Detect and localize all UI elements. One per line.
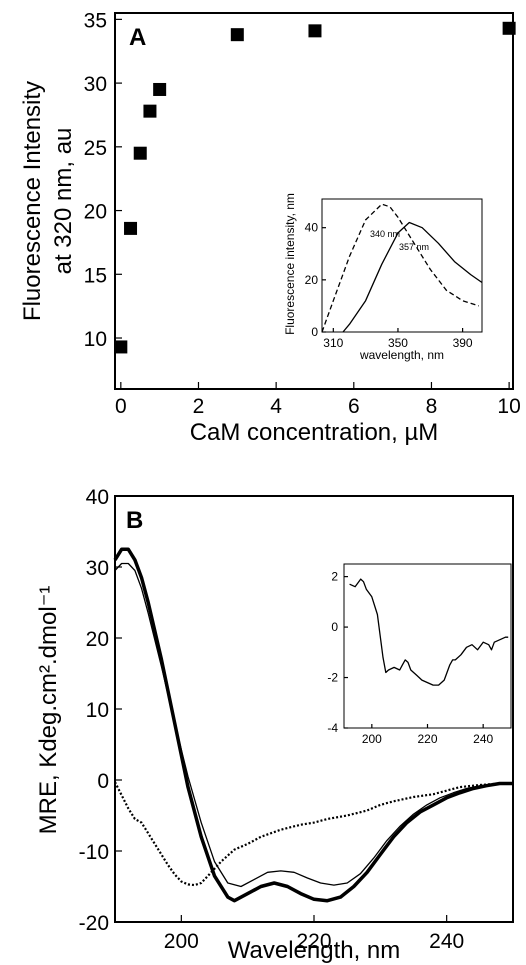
panel-b-inset-lines — [349, 578, 509, 686]
panel-a-inset-annotation-357: 357 nm — [399, 242, 429, 252]
panel-a-y-axis-title-line1: Fluorescence Intensity — [19, 81, 46, 321]
panel-a-data-point — [502, 21, 516, 35]
panel-a-inset-ticks: 310 350 390 0 20 40 — [305, 221, 473, 350]
panel-b-y-tick-label: 40 — [86, 486, 109, 509]
panel-a-plot-frame — [114, 12, 514, 390]
panel-b-inset-ticks: 200 220 240 2 0 -2 -4 — [327, 570, 493, 746]
panel-a-y-tick-label: 15 — [84, 264, 107, 287]
panel-a-x-tick-label: 4 — [270, 395, 282, 418]
panel-a-x-tick-label: 10 — [497, 395, 520, 418]
panel-b-inset-x-tick-label: 220 — [417, 732, 437, 746]
panel-a-inset-lines — [321, 203, 483, 333]
panel-b: B MRE, Kdeg.cm².dmol⁻¹ Wavelength, nm 20… — [35, 486, 514, 964]
panel-a-y-tick-label: 10 — [84, 328, 107, 351]
panel-b-inset-y-tick-label: 0 — [331, 620, 338, 634]
panel-a-inset-curve-solid — [342, 221, 483, 333]
panel-a-inset-y-axis-title: Fluorescence intensity, nm — [283, 193, 297, 335]
panel-a-data-point — [114, 340, 128, 354]
panel-a-data-point — [230, 28, 244, 42]
panel-a-inset-y-tick-label: 20 — [305, 273, 319, 287]
panel-b-curve-thin — [114, 562, 514, 888]
panel-a-y-tick-label: 35 — [84, 9, 107, 32]
panel-a-data-point — [143, 104, 157, 118]
panel-b-lines — [113, 547, 514, 903]
panel-a-y-axis-title-line2: at 320 nm, au — [50, 128, 77, 275]
panel-b-y-axis-title: MRE, Kdeg.cm².dmol⁻¹ — [35, 586, 62, 835]
panel-b-inset-x-tick-label: 240 — [473, 732, 493, 746]
panel-b-y-tick-label: 30 — [86, 557, 109, 580]
panel-b-inset-y-tick-label: 2 — [331, 570, 338, 584]
panel-a-x-tick-label: 2 — [193, 395, 205, 418]
panel-a-x-axis-title: CaM concentration, µM — [190, 419, 439, 446]
panel-a-data-point — [133, 146, 147, 160]
panel-a-x-tick-label: 8 — [426, 395, 438, 418]
panel-a-inset-x-axis-title: wavelength, nm — [359, 348, 444, 362]
panel-a-x-tick-label: 6 — [348, 395, 360, 418]
panel-b-inset-y-tick-label: -4 — [327, 721, 338, 735]
panel-a-data-point — [308, 24, 322, 38]
panel-a-data-point — [153, 82, 167, 96]
panel-a-inset-curve-dashed — [321, 203, 479, 333]
panel-b-inset: 200 220 240 2 0 -2 -4 — [327, 563, 512, 746]
panel-b-letter: B — [126, 507, 143, 534]
panel-a-y-tick-label: 30 — [84, 73, 107, 96]
panel-b-inset-y-tick-label: -2 — [327, 671, 338, 685]
panel-a-inset: Fluorescence intensity, nm wavelength, n… — [283, 193, 483, 362]
panel-a-y-tick-label: 20 — [84, 201, 107, 224]
panel-a-y-tick-label: 25 — [84, 137, 107, 160]
panel-b-y-tick-label: -10 — [79, 841, 109, 864]
panel-b-y-tick-label: 20 — [86, 628, 109, 651]
panel-a-inset-x-tick-label: 310 — [323, 336, 343, 350]
panel-b-inset-frame — [343, 563, 512, 729]
panel-a-x-tick-label: 0 — [115, 395, 127, 418]
panel-b-x-tick-label: 240 — [429, 930, 464, 953]
panel-b-y-tick-label: -20 — [79, 912, 109, 935]
panel-b-inset-x-tick-label: 200 — [362, 732, 382, 746]
panel-a-ticks: 0 2 4 6 8 10 10 15 20 25 30 35 — [84, 9, 521, 418]
panel-a-inset-x-tick-label: 350 — [388, 336, 408, 350]
panel-b-plot-frame — [114, 495, 514, 923]
panel-b-x-axis-title: Wavelength, nm — [228, 937, 401, 964]
panel-a-inset-frame — [321, 198, 483, 333]
panel-b-inset-curve — [349, 578, 509, 686]
panel-b-y-tick-label: 0 — [97, 770, 109, 793]
panel-a-inset-y-tick-label: 40 — [305, 221, 319, 235]
panel-a-inset-y-tick-label: 0 — [311, 325, 318, 339]
panel-b-y-tick-label: 10 — [86, 699, 109, 722]
panel-a-inset-x-tick-label: 390 — [453, 336, 473, 350]
panel-a: A Fluorescence Intensity at 320 nm, au C… — [19, 9, 521, 446]
panel-a-data-point — [124, 221, 138, 235]
panel-a-inset-annotation-340: 340 nm — [370, 229, 400, 239]
panel-b-curve-thick — [113, 547, 513, 903]
panel-b-curve-dotted — [114, 781, 513, 887]
panel-b-x-tick-label: 220 — [296, 930, 331, 953]
panel-a-points — [114, 21, 516, 354]
panel-b-x-tick-label: 200 — [164, 930, 199, 953]
panel-a-letter: A — [129, 24, 146, 51]
